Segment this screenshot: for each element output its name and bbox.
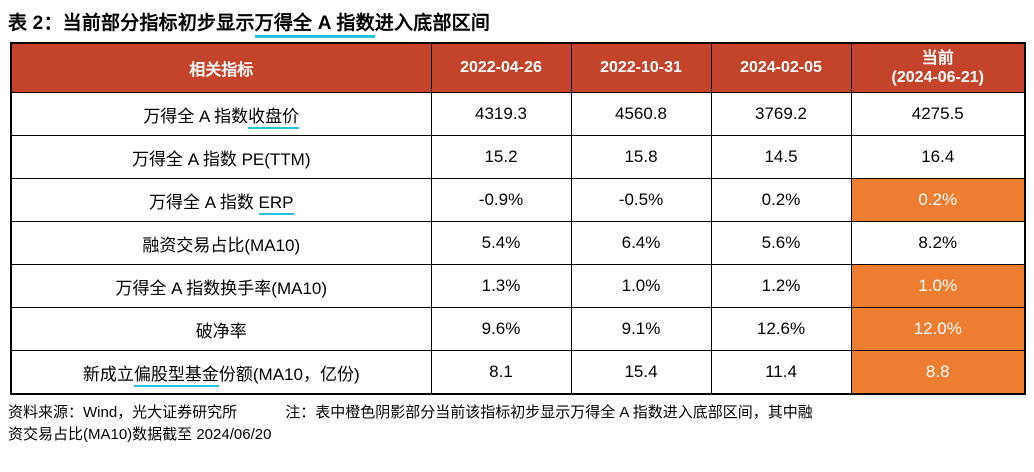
row-label-text: 破净率 xyxy=(195,321,247,341)
row-label-text: 万得全 A 指数换手率(MA10) xyxy=(115,278,328,298)
row-label-underlined: ERP xyxy=(258,192,294,215)
cell-value: -0.5% xyxy=(570,178,712,222)
cell-value: 9.6% xyxy=(430,307,572,351)
page-title: 表 2：当前部分指标初步显示万得全 A 指数进入底部区间 xyxy=(8,8,1034,38)
footer-line-1: 资料来源：Wind，光大证券研究所 注：表中橙色阴影部分当前该指标初步显示万得全 … xyxy=(8,402,1024,424)
indicator-table: 相关指标 2022-04-26 2022-10-31 2024-02-05 当前… xyxy=(10,42,1026,395)
cell-value: 15.4 xyxy=(570,350,712,395)
cell-value: 3769.2 xyxy=(710,92,852,136)
cell-value: 4319.3 xyxy=(430,92,572,136)
cell-value: 11.4 xyxy=(710,350,852,395)
source-text: 资料来源：Wind，光大证券研究所 xyxy=(8,404,238,421)
cell-value: 1.2% xyxy=(710,264,852,308)
table-row: 新成立偏股型基金份额(MA10，亿份) 8.1 15.4 11.4 8.8 xyxy=(10,350,1026,395)
cell-value: 6.4% xyxy=(570,221,712,265)
title-prefix: 表 2：当前部分指标初步显示 xyxy=(8,13,255,34)
cell-value-current-highlighted: 8.8 xyxy=(850,350,1026,395)
header-current-label: 当前 xyxy=(921,50,954,67)
cell-value: 9.1% xyxy=(570,307,712,351)
cell-value: 15.8 xyxy=(570,135,712,179)
cell-value: -0.9% xyxy=(430,178,572,222)
row-label-underlined: 收盘价 xyxy=(248,106,300,129)
header-row: 相关指标 2022-04-26 2022-10-31 2024-02-05 当前… xyxy=(10,42,1026,93)
cell-value: 15.2 xyxy=(430,135,572,179)
cell-value: 1.3% xyxy=(430,264,572,308)
row-label: 万得全 A 指数 PE(TTM) xyxy=(10,135,432,179)
row-label: 万得全 A 指数收盘价 xyxy=(10,92,432,136)
row-label: 万得全 A 指数 ERP xyxy=(10,178,432,222)
cell-value-current-highlighted: 0.2% xyxy=(850,178,1026,222)
header-current: 当前 (2024-06-21) xyxy=(850,42,1026,93)
row-label: 万得全 A 指数换手率(MA10) xyxy=(10,264,432,308)
cell-value: 1.0% xyxy=(570,264,712,308)
cell-value-current-highlighted: 1.0% xyxy=(850,264,1026,308)
title-underlined-text: 万得全 A 指数 xyxy=(254,13,375,38)
table-row: 万得全 A 指数 ERP -0.9% -0.5% 0.2% 0.2% xyxy=(10,178,1026,222)
row-label: 新成立偏股型基金份额(MA10，亿份) xyxy=(10,350,432,395)
cell-value-current-highlighted: 12.0% xyxy=(850,307,1026,351)
row-label-text: 新成立 xyxy=(82,364,134,384)
cell-value: 5.4% xyxy=(430,221,572,265)
cell-value: 12.6% xyxy=(710,307,852,351)
header-current-date: (2024-06-21) xyxy=(891,69,985,86)
header-date-3: 2024-02-05 xyxy=(710,42,852,93)
cell-value: 5.6% xyxy=(710,221,852,265)
row-label-text: 万得全 A 指数 xyxy=(143,106,249,126)
row-label-text: 融资交易占比(MA10) xyxy=(142,235,301,255)
cell-value: 4560.8 xyxy=(570,92,712,136)
cell-value-current: 16.4 xyxy=(850,135,1026,179)
table-row: 万得全 A 指数换手率(MA10) 1.3% 1.0% 1.2% 1.0% xyxy=(10,264,1026,308)
footer-line-2: 资交易占比(MA10)数据截至 2024/06/20 xyxy=(8,426,272,443)
header-date-2: 2022-10-31 xyxy=(570,42,712,93)
row-label-underlined: 偏股型基金 xyxy=(133,364,219,387)
row-label: 融资交易占比(MA10) xyxy=(10,221,432,265)
row-label-text: 万得全 A 指数 xyxy=(148,192,259,212)
title-suffix: 进入底部区间 xyxy=(374,13,491,34)
cell-value: 14.5 xyxy=(710,135,852,179)
table-row: 万得全 A 指数 PE(TTM) 15.2 15.8 14.5 16.4 xyxy=(10,135,1026,179)
row-label-text: 万得全 A 指数 PE(TTM) xyxy=(132,149,311,169)
table-row: 万得全 A 指数收盘价 4319.3 4560.8 3769.2 4275.5 xyxy=(10,92,1026,136)
footer-note: 资料来源：Wind，光大证券研究所 注：表中橙色阴影部分当前该指标初步显示万得全 … xyxy=(8,402,1024,446)
table-row: 破净率 9.6% 9.1% 12.6% 12.0% xyxy=(10,307,1026,351)
table-row: 融资交易占比(MA10) 5.4% 6.4% 5.6% 8.2% xyxy=(10,221,1026,265)
cell-value: 0.2% xyxy=(710,178,852,222)
cell-value-current: 4275.5 xyxy=(850,92,1026,136)
row-label-post: 份额(MA10，亿份) xyxy=(218,364,360,384)
header-date-1: 2022-04-26 xyxy=(430,42,572,93)
note-text: 注：表中橙色阴影部分当前该指标初步显示万得全 A 指数进入底部区间，其中融 xyxy=(285,404,813,421)
header-indicator: 相关指标 xyxy=(10,42,432,93)
cell-value-current: 8.2% xyxy=(850,221,1026,265)
row-label: 破净率 xyxy=(10,307,432,351)
cell-value: 8.1 xyxy=(430,350,572,395)
